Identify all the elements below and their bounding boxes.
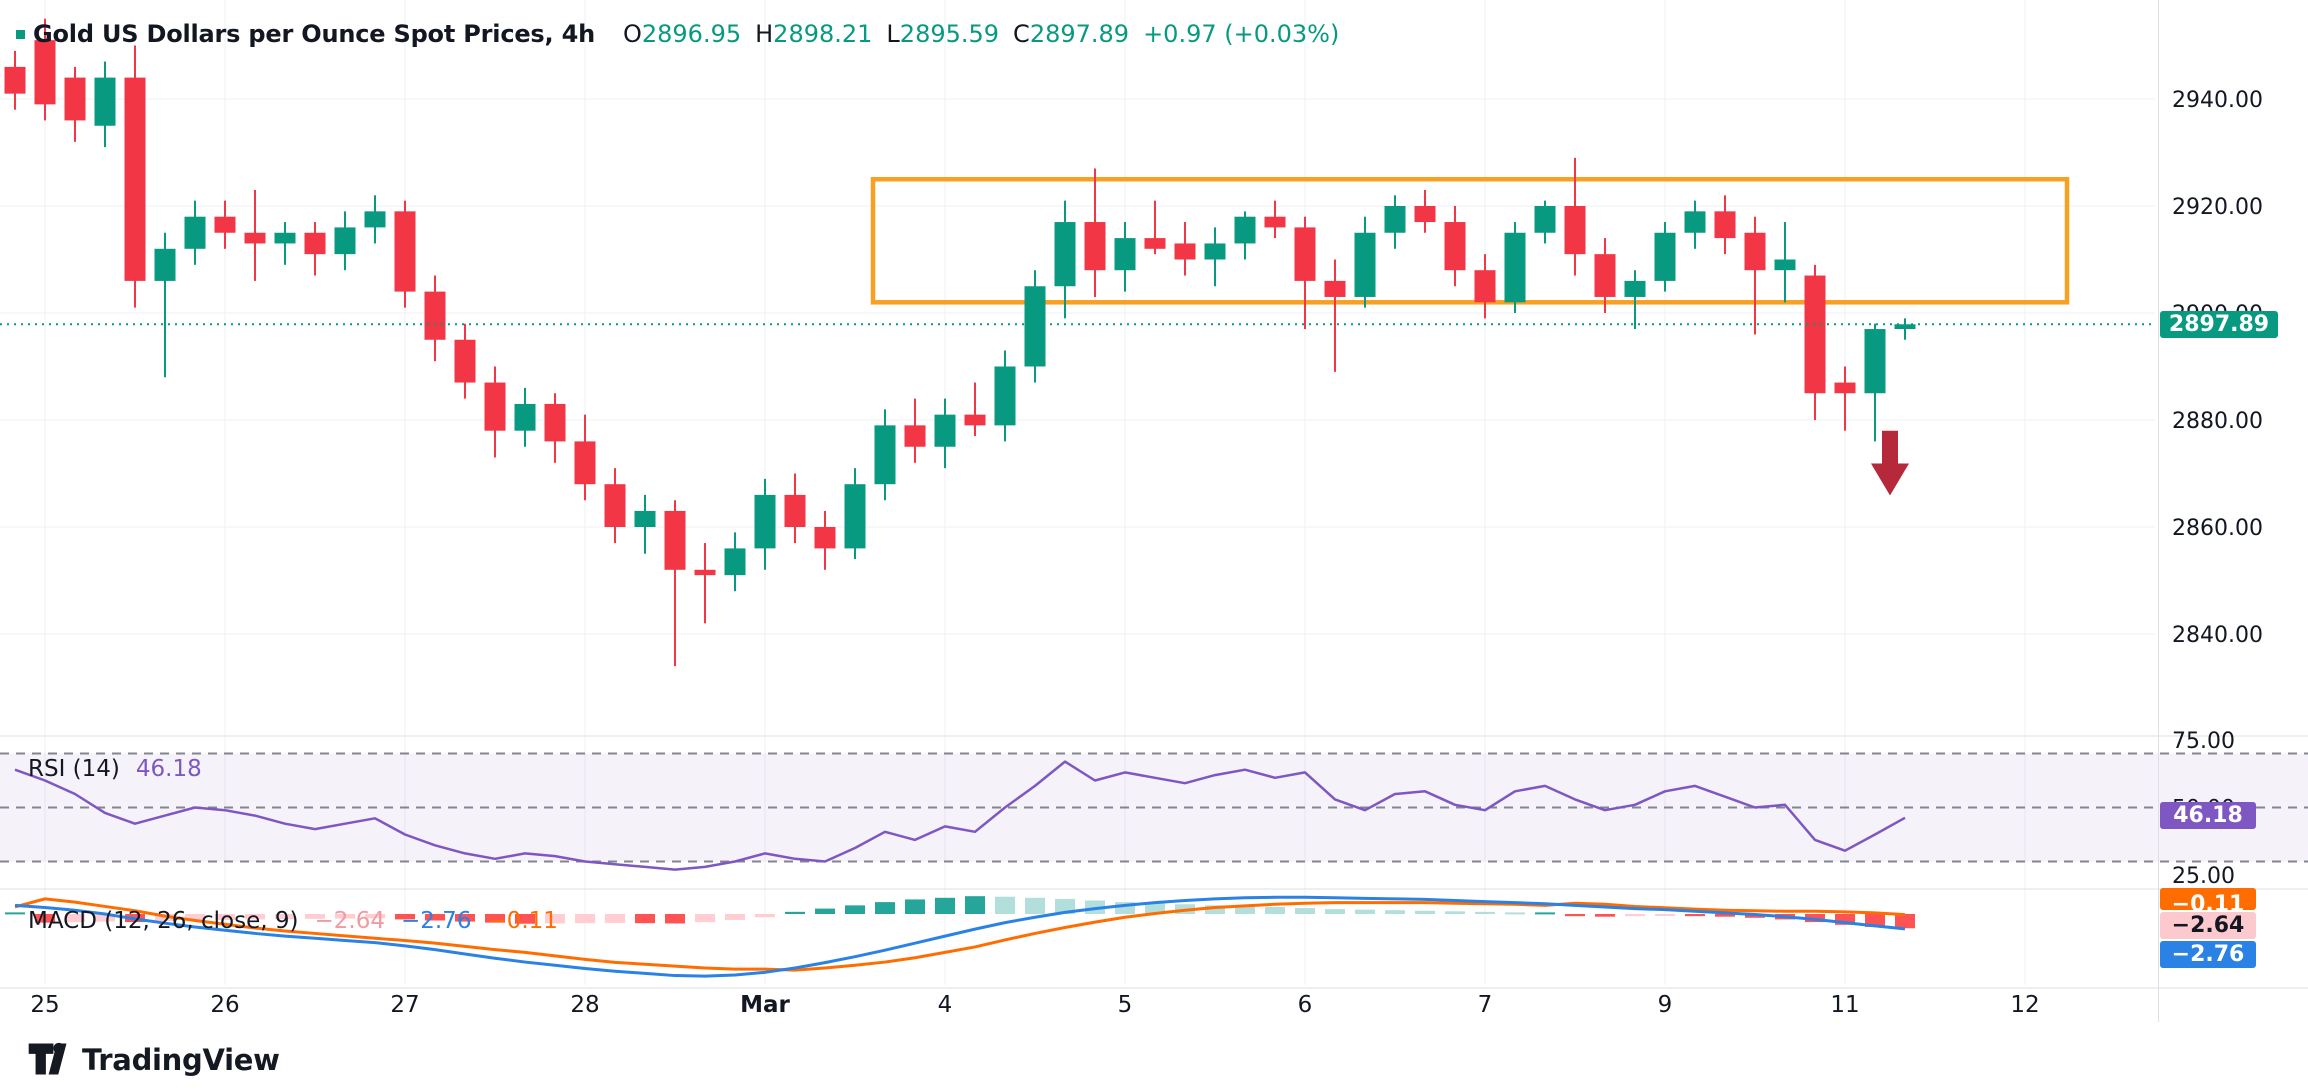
resistance-box-annotation — [870, 177, 2070, 305]
svg-text:11: 11 — [1830, 992, 1859, 1018]
macd-line-tag[interactable]: −2.76 — [2160, 941, 2256, 968]
svg-text:5: 5 — [1118, 992, 1133, 1018]
macd-hist-tag[interactable]: −2.64 — [2160, 912, 2256, 939]
open-label: O — [622, 20, 642, 48]
svg-text:12: 12 — [2010, 992, 2039, 1018]
macd-name: MACD (12, 26, close, 9) — [28, 908, 299, 934]
pane-separators — [0, 0, 2308, 1022]
low-label: L — [886, 20, 900, 48]
time-axis[interactable]: 25 26 27 28 Mar 4 5 6 7 9 11 12 — [30, 992, 2039, 1018]
last-price-tag[interactable]: 2897.89 — [2160, 311, 2278, 338]
svg-text:2940.00: 2940.00 — [2172, 88, 2263, 113]
svg-text:75.00: 75.00 — [2172, 729, 2235, 754]
svg-text:Mar: Mar — [740, 992, 790, 1018]
rsi-indicator-label[interactable]: RSI (14) 46.18 — [28, 756, 202, 782]
close-label: C — [1013, 20, 1030, 48]
tradingview-logo[interactable]: TradingView — [28, 1042, 280, 1078]
svg-text:2860.00: 2860.00 — [2172, 516, 2263, 541]
macd-line-value: −2.76 — [400, 908, 472, 934]
svg-text:4: 4 — [938, 992, 953, 1018]
svg-text:2920.00: 2920.00 — [2172, 195, 2263, 220]
rsi-value-tag[interactable]: 46.18 — [2160, 802, 2256, 829]
macd-signal-tag[interactable]: −0.11 — [2160, 888, 2256, 910]
rsi-pane — [0, 752, 2308, 871]
svg-text:27: 27 — [390, 992, 419, 1018]
rsi-name: RSI (14) — [28, 756, 120, 782]
svg-text:9: 9 — [1658, 992, 1673, 1018]
tradingview-logo-text: TradingView — [82, 1043, 280, 1077]
macd-signal-tag-text: −0.11 — [2171, 892, 2245, 910]
symbol-title[interactable]: Gold US Dollars per Ounce Spot Prices, 4… — [33, 20, 595, 48]
symbol-info-bar: Gold US Dollars per Ounce Spot Prices, 4… — [16, 20, 1339, 48]
change-value: +0.97 (+0.03%) — [1143, 20, 1340, 48]
series-marker-icon — [16, 29, 25, 39]
ohlc-values: O 2896.95 H 2898.21 L 2895.59 C 2897.89 +0.9… — [609, 20, 1339, 48]
macd-hist-value: −2.64 — [314, 908, 385, 934]
svg-text:2880.00: 2880.00 — [2172, 409, 2263, 434]
macd-indicator-label[interactable]: MACD (12, 26, close, 9) −2.64 −2.76 −0.1… — [28, 908, 558, 934]
svg-text:7: 7 — [1478, 992, 1493, 1018]
svg-text:6: 6 — [1298, 992, 1313, 1018]
grid-layer — [0, 0, 2155, 985]
svg-text:26: 26 — [210, 992, 239, 1018]
low-value: 2895.59 — [899, 20, 1000, 48]
svg-text:25: 25 — [30, 992, 59, 1018]
rsi-value: 46.18 — [135, 756, 202, 782]
svg-text:28: 28 — [570, 992, 599, 1018]
svg-text:25.00: 25.00 — [2172, 864, 2235, 889]
svg-text:2840.00: 2840.00 — [2172, 623, 2263, 648]
down-arrow-annotation — [1871, 430, 1909, 496]
candles-layer — [4, 18, 1916, 667]
tradingview-mark-icon — [28, 1042, 67, 1075]
close-value: 2897.89 — [1029, 20, 1130, 48]
open-value: 2896.95 — [641, 20, 742, 48]
macd-pane — [5, 895, 1915, 978]
macd-signal-value: −0.11 — [487, 908, 558, 934]
high-label: H — [755, 20, 774, 48]
high-value: 2898.21 — [773, 20, 873, 48]
